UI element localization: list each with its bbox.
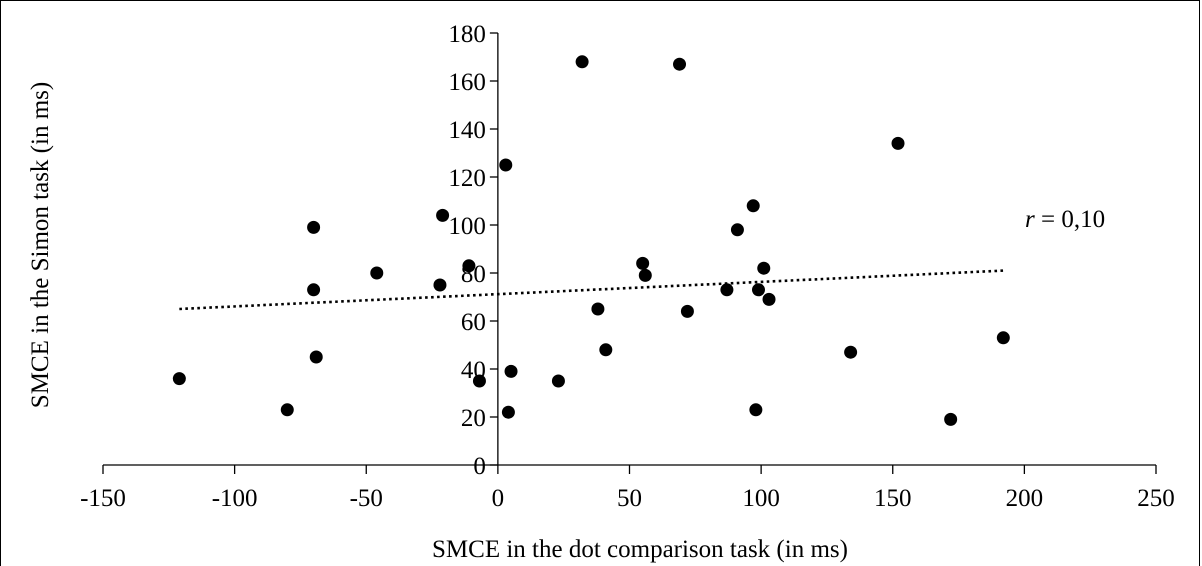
points-layer bbox=[172, 55, 1010, 426]
data-point bbox=[757, 261, 771, 275]
y-tick-label: 60 bbox=[461, 309, 486, 336]
data-point bbox=[673, 57, 687, 71]
data-point bbox=[746, 199, 760, 213]
x-tick-label: 0 bbox=[492, 485, 505, 512]
x-axis-title: SMCE in the dot comparison task (in ms) bbox=[432, 536, 848, 563]
x-tick-label: 250 bbox=[1137, 485, 1175, 512]
data-point bbox=[280, 403, 294, 417]
data-point bbox=[551, 374, 565, 388]
data-point bbox=[172, 372, 186, 386]
x-tick-label: -50 bbox=[350, 485, 383, 512]
x-tick-label: 200 bbox=[1006, 485, 1044, 512]
data-point bbox=[370, 266, 384, 280]
data-point bbox=[433, 278, 447, 292]
data-point bbox=[730, 223, 744, 237]
data-point bbox=[501, 405, 515, 419]
data-point bbox=[944, 412, 958, 426]
data-point bbox=[309, 350, 323, 364]
data-point bbox=[472, 374, 486, 388]
data-point bbox=[575, 55, 589, 69]
data-point bbox=[504, 364, 518, 378]
x-tick-label: 100 bbox=[742, 485, 780, 512]
x-tick-label: -100 bbox=[212, 485, 258, 512]
data-point bbox=[996, 331, 1010, 345]
axes: -150 -100 -50 0 50 100 150 200 25002040608010012… bbox=[80, 21, 1175, 512]
y-tick-label: 20 bbox=[461, 405, 486, 432]
y-axis-title: SMCE in the Simon task (in ms) bbox=[27, 82, 54, 408]
data-point bbox=[599, 343, 613, 357]
data-point bbox=[436, 208, 450, 222]
data-point bbox=[638, 268, 652, 282]
x-tick-label: 150 bbox=[874, 485, 912, 512]
data-point bbox=[462, 259, 476, 273]
trendline-layer bbox=[179, 269, 1004, 311]
y-tick-label: 180 bbox=[448, 21, 486, 48]
correlation-symbol: r bbox=[1025, 206, 1035, 233]
data-point bbox=[762, 292, 776, 306]
x-tick-label: 50 bbox=[617, 485, 642, 512]
data-point bbox=[720, 283, 734, 297]
data-point bbox=[749, 403, 763, 417]
correlation-value: = 0,10 bbox=[1035, 206, 1105, 233]
data-point bbox=[891, 136, 905, 150]
data-point bbox=[636, 256, 650, 270]
data-point bbox=[751, 283, 765, 297]
data-point bbox=[591, 302, 605, 316]
y-tick-label: 100 bbox=[448, 213, 486, 240]
y-tick-label: 120 bbox=[448, 165, 486, 192]
trendline bbox=[179, 269, 1004, 311]
correlation-annotation: r = 0,10 bbox=[1025, 206, 1105, 233]
data-point bbox=[680, 304, 694, 318]
y-tick-label: 140 bbox=[448, 117, 486, 144]
x-tick-label: -150 bbox=[80, 485, 126, 512]
y-tick-label: 160 bbox=[448, 69, 486, 96]
data-point bbox=[307, 220, 321, 234]
y-tick-label: 0 bbox=[473, 453, 486, 480]
data-point bbox=[499, 158, 513, 172]
data-point bbox=[307, 283, 321, 297]
data-point bbox=[844, 345, 858, 359]
